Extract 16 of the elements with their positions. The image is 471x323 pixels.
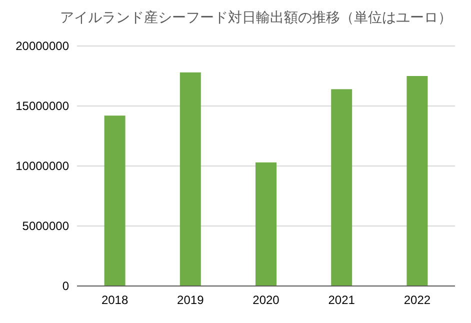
bar bbox=[331, 89, 352, 286]
y-tick-label: 5000000 bbox=[22, 219, 70, 233]
bar bbox=[256, 162, 276, 286]
y-tick-label: 10000000 bbox=[16, 159, 70, 173]
bar bbox=[406, 76, 428, 286]
x-tick-label: 2022 bbox=[404, 293, 431, 307]
x-tick-label: 2021 bbox=[328, 293, 356, 307]
bar bbox=[104, 116, 126, 286]
y-tick-label: 20000000 bbox=[16, 39, 70, 53]
y-tick-label: 15000000 bbox=[16, 99, 70, 113]
x-tick-label: 2019 bbox=[177, 293, 204, 307]
x-tick-label: 2018 bbox=[101, 293, 128, 307]
chart-title: アイルランド産シーフード対日輸出額の推移（単位はユーロ） bbox=[60, 9, 452, 25]
bar bbox=[180, 72, 201, 286]
x-tick-label: 2020 bbox=[252, 293, 280, 307]
y-tick-label: 0 bbox=[62, 279, 70, 293]
